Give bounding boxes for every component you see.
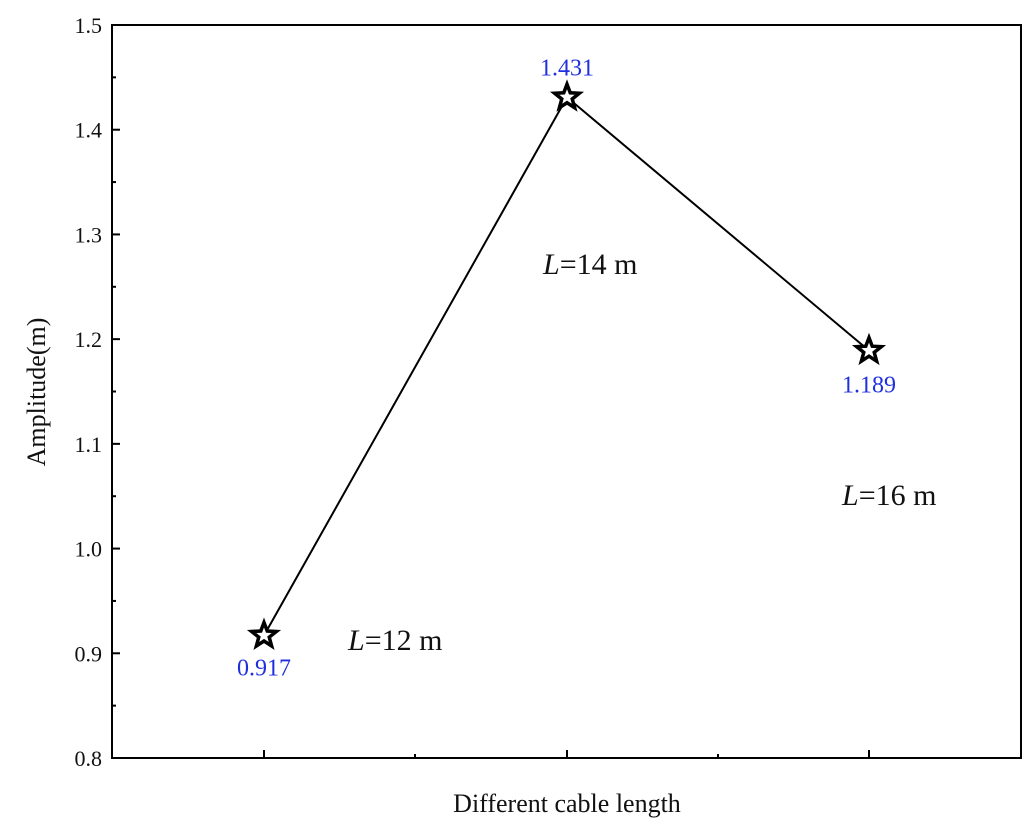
data-label: 1.189 bbox=[842, 373, 896, 399]
y-axis-title: Amplitude(m) bbox=[22, 318, 51, 467]
annotation-value: =12 m bbox=[365, 624, 443, 657]
y-tick-label: 1.0 bbox=[75, 537, 103, 562]
annotation-value: =14 m bbox=[560, 248, 638, 281]
x-axis bbox=[263, 750, 870, 758]
annotation-variable: L bbox=[542, 248, 560, 281]
series-layer bbox=[246, 79, 887, 651]
star-marker bbox=[851, 332, 887, 366]
category-annotation: L=16 m bbox=[841, 479, 936, 512]
y-tick-label: 1.1 bbox=[75, 432, 103, 457]
data-label: 1.431 bbox=[540, 55, 594, 81]
x-axis-title: Different cable length bbox=[453, 789, 681, 818]
annotation-variable: L bbox=[841, 479, 859, 512]
y-axis: 0.8 0.9 1.0 1.1 1.2 1.3 1.4 1.5 bbox=[75, 13, 120, 771]
series-line bbox=[263, 95, 870, 636]
data-label: 0.917 bbox=[237, 655, 291, 681]
y-tick-label: 1.5 bbox=[75, 13, 103, 38]
category-annotation: L=14 m bbox=[542, 248, 637, 281]
annotation-layer: L=12 mL=14 mL=16 m bbox=[347, 248, 936, 657]
y-tick-label: 0.9 bbox=[75, 641, 103, 666]
y-tick-label: 1.2 bbox=[75, 327, 103, 352]
y-tick-label: 0.8 bbox=[75, 746, 103, 771]
annotation-value: =16 m bbox=[859, 479, 937, 512]
category-annotation: L=12 m bbox=[347, 624, 442, 657]
star-marker bbox=[549, 79, 585, 112]
star-marker bbox=[246, 617, 282, 651]
data-label-layer: 0.917 1.431 1.189 bbox=[237, 55, 896, 681]
y-tick-label: 1.4 bbox=[75, 118, 103, 143]
y-tick-label: 1.3 bbox=[75, 222, 103, 247]
annotation-variable: L bbox=[347, 624, 365, 657]
